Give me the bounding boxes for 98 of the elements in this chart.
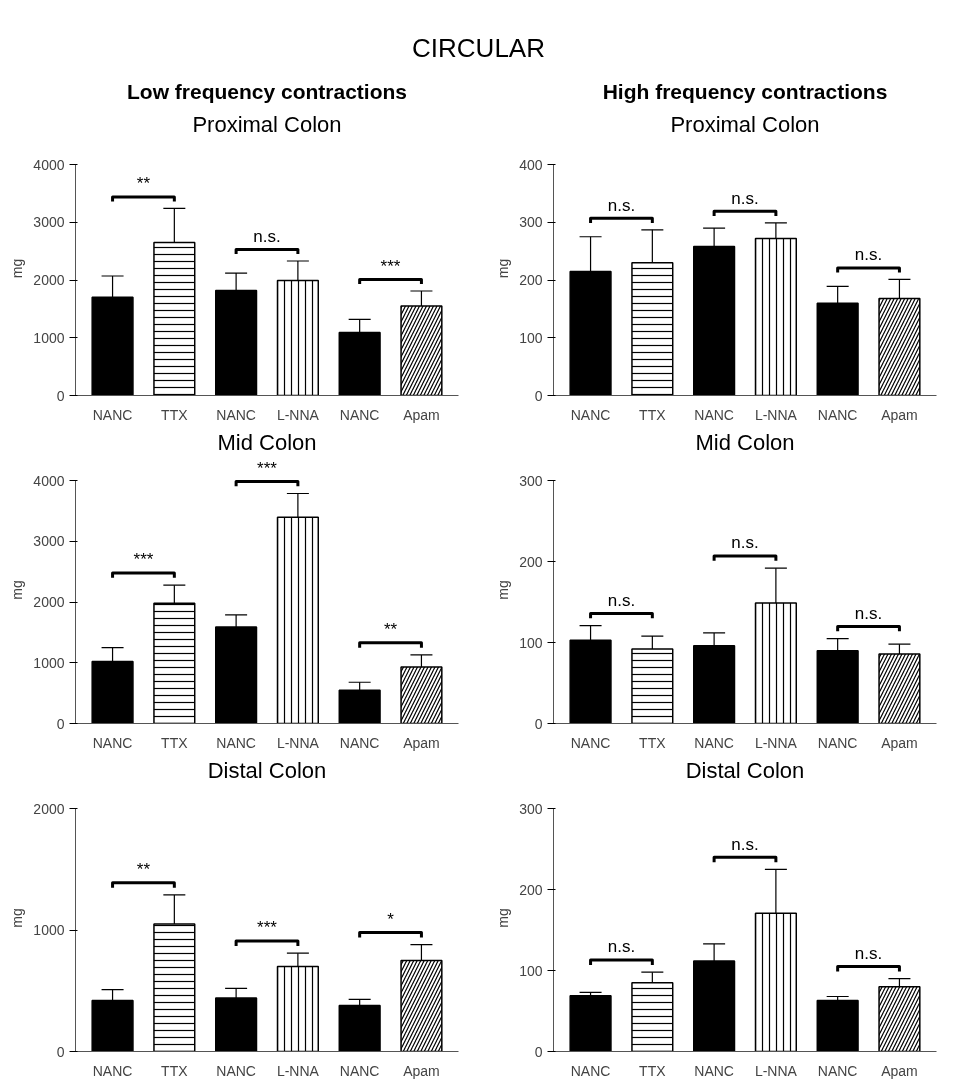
y-tick-label: 0 bbox=[56, 715, 65, 732]
y-axis-title: mg bbox=[495, 908, 512, 928]
x-tick-label: L-NNA bbox=[276, 406, 320, 423]
x-tick-label: NANC bbox=[92, 406, 133, 423]
chart-title: Mid Colon bbox=[217, 429, 317, 455]
x-tick-label: L-NNA bbox=[276, 734, 320, 751]
x-tick-label: NANC bbox=[92, 1062, 133, 1079]
x-tick-label: NANC bbox=[570, 734, 611, 751]
x-tick-label: NANC bbox=[216, 734, 256, 751]
x-tick-label: NANC bbox=[570, 1062, 611, 1079]
x-tick-label: TTX bbox=[639, 1062, 667, 1079]
x-tick-label: L-NNA bbox=[754, 406, 798, 423]
annotation: * bbox=[387, 909, 395, 929]
annotation: n.s. bbox=[253, 226, 281, 246]
y-axis-title: mg bbox=[9, 908, 26, 928]
y-axis-title: mg bbox=[9, 580, 26, 600]
x-tick-label: Apam bbox=[881, 734, 918, 751]
annotation: ** bbox=[383, 620, 398, 640]
annotation: n.s. bbox=[607, 195, 636, 215]
text: *** bbox=[257, 458, 278, 478]
y-tick-label: 100 bbox=[519, 634, 543, 651]
x-tick-label: Apam bbox=[403, 406, 440, 423]
text: CIRCULAR bbox=[412, 32, 545, 63]
y-tick-label: 2000 bbox=[33, 272, 65, 289]
y-tick-label: 0 bbox=[534, 715, 543, 732]
y-axis-title: mg bbox=[495, 258, 512, 279]
bar bbox=[816, 999, 859, 1052]
x-tick-label: Apam bbox=[403, 734, 440, 751]
annotation: n.s. bbox=[731, 533, 759, 553]
y-tick-label: 100 bbox=[519, 329, 543, 346]
chart-title: Proximal Colon bbox=[670, 111, 820, 137]
annotation: ** bbox=[136, 860, 151, 880]
x-tick-label: NANC bbox=[339, 406, 380, 423]
y-tick-label: 2000 bbox=[33, 800, 65, 817]
annotation: *** bbox=[133, 550, 154, 570]
x-tick-label: NANC bbox=[817, 734, 858, 751]
annotation: n.s. bbox=[854, 245, 883, 265]
x-tick-label: NANC bbox=[216, 406, 256, 423]
y-tick-label: 4000 bbox=[33, 472, 65, 489]
annotation: n.s. bbox=[854, 943, 883, 963]
chart-subtitle: High frequency contractions bbox=[602, 79, 888, 103]
x-tick-label: NANC bbox=[339, 1062, 380, 1079]
x-tick-label: NANC bbox=[694, 734, 734, 751]
chart-title: Mid Colon bbox=[695, 429, 795, 455]
y-axis-title: mg bbox=[495, 580, 512, 600]
x-tick-label: TTX bbox=[161, 1062, 189, 1079]
y-tick-label: 1000 bbox=[33, 922, 65, 939]
y-tick-label: 100 bbox=[519, 962, 543, 979]
x-tick-label: L-NNA bbox=[276, 1062, 320, 1079]
y-tick-label: 0 bbox=[534, 387, 543, 404]
chart-title: Distal Colon bbox=[685, 757, 805, 783]
x-tick-label: L-NNA bbox=[754, 734, 798, 751]
x-tick-label: TTX bbox=[161, 406, 189, 423]
x-tick-label: NANC bbox=[817, 406, 858, 423]
x-tick-label: NANC bbox=[570, 406, 611, 423]
y-tick-label: 200 bbox=[519, 881, 543, 898]
annotation: *** bbox=[380, 257, 401, 276]
x-tick-label: NANC bbox=[339, 734, 380, 751]
y-tick-label: 1000 bbox=[33, 329, 65, 346]
x-tick-label: L-NNA bbox=[754, 1062, 798, 1079]
annotation: ** bbox=[136, 174, 151, 194]
chart-subtitle: Low frequency contractions bbox=[126, 79, 408, 103]
x-tick-label: TTX bbox=[639, 406, 667, 423]
annotation: n.s. bbox=[607, 937, 636, 957]
y-tick-label: 200 bbox=[519, 553, 543, 570]
x-tick-label: NANC bbox=[817, 1062, 858, 1079]
annotation: n.s. bbox=[731, 834, 759, 854]
y-tick-label: 3000 bbox=[33, 214, 65, 231]
x-tick-label: Apam bbox=[881, 1062, 918, 1079]
x-tick-label: NANC bbox=[694, 1062, 734, 1079]
y-tick-label: 1000 bbox=[33, 654, 65, 671]
y-tick-label: 0 bbox=[56, 387, 65, 404]
annotation: n.s. bbox=[731, 188, 759, 208]
y-tick-label: 300 bbox=[519, 472, 543, 489]
x-tick-label: NANC bbox=[694, 406, 734, 423]
x-tick-label: Apam bbox=[403, 1062, 440, 1079]
chart-title: Distal Colon bbox=[207, 757, 327, 783]
y-tick-label: 0 bbox=[56, 1043, 65, 1060]
y-tick-label: 300 bbox=[519, 800, 543, 817]
y-tick-label: 2000 bbox=[33, 594, 65, 611]
annotation: *** bbox=[257, 918, 278, 938]
chart-title: Proximal Colon bbox=[192, 111, 342, 137]
x-tick-label: Apam bbox=[881, 406, 918, 423]
y-tick-label: 200 bbox=[519, 272, 543, 289]
annotation: n.s. bbox=[607, 590, 636, 610]
y-tick-label: 300 bbox=[519, 214, 543, 231]
bar bbox=[338, 1004, 381, 1052]
x-tick-label: NANC bbox=[216, 1062, 256, 1079]
x-tick-label: TTX bbox=[161, 734, 189, 751]
y-tick-label: 3000 bbox=[33, 533, 65, 550]
y-tick-label: 400 bbox=[519, 156, 543, 173]
y-tick-label: 4000 bbox=[33, 156, 65, 173]
y-tick-label: 0 bbox=[534, 1043, 543, 1060]
annotation: n.s. bbox=[854, 603, 883, 623]
y-axis-title: mg bbox=[9, 258, 26, 279]
x-tick-label: NANC bbox=[92, 734, 133, 751]
x-tick-label: TTX bbox=[639, 734, 667, 751]
bar bbox=[569, 994, 612, 1052]
